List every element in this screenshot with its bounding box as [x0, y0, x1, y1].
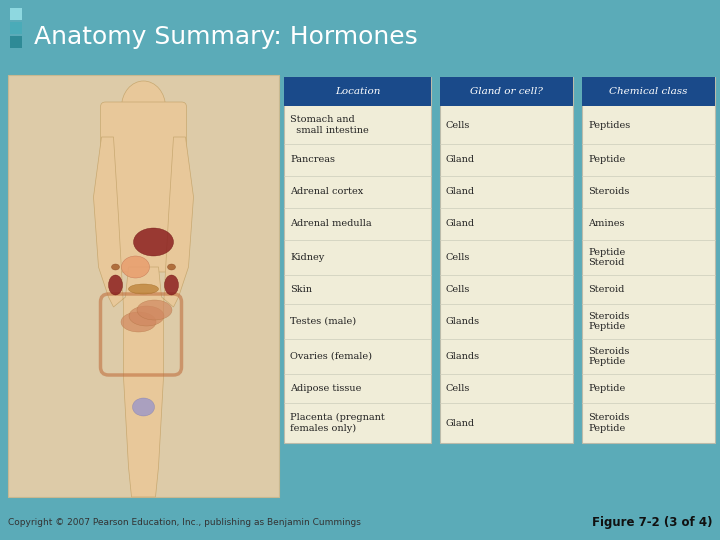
Ellipse shape — [168, 264, 176, 270]
FancyBboxPatch shape — [8, 75, 279, 497]
Text: Steroids
Peptide: Steroids Peptide — [588, 413, 629, 433]
Text: Gland: Gland — [446, 219, 475, 228]
Text: Peptide
Steroid: Peptide Steroid — [588, 248, 625, 267]
Text: Adipose tissue: Adipose tissue — [290, 384, 361, 393]
Ellipse shape — [122, 256, 150, 278]
Text: Cells: Cells — [446, 384, 470, 393]
Text: Gland: Gland — [446, 187, 475, 197]
Ellipse shape — [137, 300, 172, 320]
Polygon shape — [94, 137, 194, 497]
Text: Anatomy Summary: Hormones: Anatomy Summary: Hormones — [34, 25, 418, 49]
Text: Pancreas: Pancreas — [290, 156, 335, 165]
Bar — [10, 8, 22, 19]
Bar — [10, 36, 22, 48]
Text: Copyright © 2007 Pearson Education, Inc., publishing as Benjamin Cummings: Copyright © 2007 Pearson Education, Inc.… — [8, 518, 361, 527]
Text: Peptides: Peptides — [588, 120, 630, 130]
Text: Figure 7-2 (3 of 4): Figure 7-2 (3 of 4) — [592, 516, 712, 529]
Text: Kidney: Kidney — [290, 253, 324, 262]
Text: Chemical class: Chemical class — [609, 87, 688, 96]
Ellipse shape — [129, 306, 164, 326]
Text: Gland: Gland — [446, 418, 475, 428]
Text: Peptide: Peptide — [588, 384, 625, 393]
Text: Peptide: Peptide — [588, 156, 625, 165]
Text: Steroids
Peptide: Steroids Peptide — [588, 347, 629, 366]
FancyBboxPatch shape — [440, 77, 573, 106]
FancyBboxPatch shape — [284, 77, 431, 106]
Ellipse shape — [132, 398, 155, 416]
FancyBboxPatch shape — [284, 77, 431, 443]
Ellipse shape — [133, 228, 174, 256]
Ellipse shape — [121, 312, 156, 332]
Text: Adrenal cortex: Adrenal cortex — [290, 187, 364, 197]
Ellipse shape — [164, 275, 179, 295]
Text: Glands: Glands — [446, 352, 480, 361]
Text: Testes (male): Testes (male) — [290, 317, 356, 326]
Ellipse shape — [128, 284, 158, 294]
Text: Stomach and
  small intestine: Stomach and small intestine — [290, 116, 369, 134]
Text: Steroid: Steroid — [588, 285, 624, 294]
Text: Steroids: Steroids — [588, 187, 629, 197]
FancyBboxPatch shape — [101, 102, 186, 272]
Text: Steroids
Peptide: Steroids Peptide — [588, 312, 629, 331]
Text: Cells: Cells — [446, 285, 470, 294]
FancyBboxPatch shape — [582, 77, 715, 106]
Text: Glands: Glands — [446, 317, 480, 326]
Text: Skin: Skin — [290, 285, 312, 294]
Text: Amines: Amines — [588, 219, 624, 228]
Ellipse shape — [109, 275, 122, 295]
Text: Ovaries (female): Ovaries (female) — [290, 352, 372, 361]
FancyBboxPatch shape — [582, 77, 715, 443]
Text: Cells: Cells — [446, 253, 470, 262]
Text: Gland or cell?: Gland or cell? — [470, 87, 543, 96]
Text: Location: Location — [335, 87, 380, 96]
Ellipse shape — [122, 81, 166, 133]
Text: Adrenal medulla: Adrenal medulla — [290, 219, 372, 228]
Text: Cells: Cells — [446, 120, 470, 130]
Text: Placenta (pregnant
females only): Placenta (pregnant females only) — [290, 413, 384, 433]
Ellipse shape — [112, 264, 120, 270]
Text: Gland: Gland — [446, 156, 475, 165]
Bar — [10, 22, 22, 33]
FancyBboxPatch shape — [440, 77, 573, 443]
